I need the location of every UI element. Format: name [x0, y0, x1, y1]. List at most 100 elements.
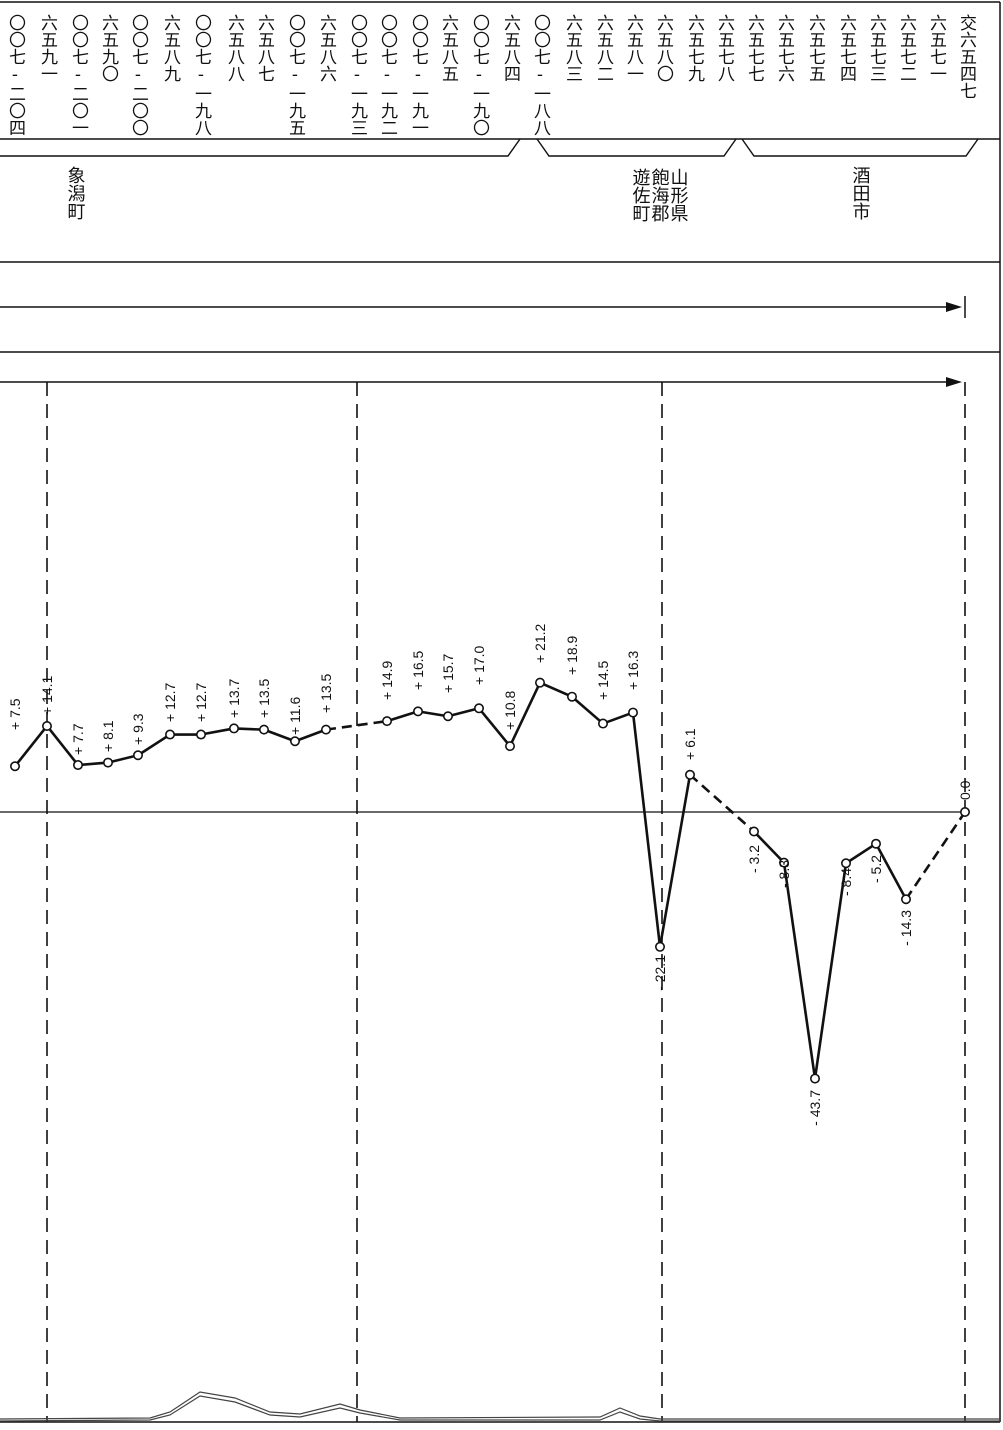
- benchmark-labels: 〇〇七-二〇四 六五九一 〇〇七-二〇一 六五九〇 〇〇七-二〇〇 六五八九 〇〇七-一九八…: [5, 14, 977, 136]
- benchmark-label: 六五八一: [623, 14, 644, 82]
- series-segment: [658, 774, 692, 948]
- value-label: + 14.1: [39, 675, 55, 715]
- data-point: [809, 1073, 820, 1084]
- region-label: 酒田市: [850, 166, 871, 220]
- series-segment: [539, 681, 573, 698]
- benchmark-label: 〇〇七-一九三: [347, 14, 368, 136]
- benchmark-label: 六五八五: [438, 14, 459, 82]
- benchmark-label: 六五八七: [254, 14, 275, 82]
- data-point: [597, 718, 608, 729]
- series-segment: [904, 811, 967, 900]
- benchmark-label: 六五七三: [866, 14, 887, 82]
- value-label: + 8.1: [100, 720, 116, 752]
- benchmark-label: 六五八九: [160, 14, 181, 82]
- value-label: + 16.5: [410, 650, 426, 690]
- data-point: [442, 711, 453, 722]
- series-segment: [508, 682, 542, 747]
- series-segment: [782, 862, 817, 1079]
- data-point: [566, 691, 577, 702]
- series-segment: [325, 719, 388, 731]
- data-point: [258, 724, 269, 735]
- value-label: + 13.5: [318, 673, 334, 713]
- value-label: + 9.3: [130, 713, 146, 745]
- region-boundaries: [46, 382, 966, 1422]
- benchmark-label: 六五八〇: [653, 14, 674, 82]
- series-segment: [874, 843, 908, 900]
- benchmark-label: 六五八二: [593, 14, 614, 82]
- series-segment: [631, 712, 662, 947]
- value-label: - 43.7: [807, 1090, 823, 1126]
- value-label: + 14.9: [379, 660, 395, 700]
- value-label: + 6.1: [682, 728, 698, 760]
- benchmark-label: 交六五四七: [956, 14, 977, 99]
- value-label: 0.0: [957, 780, 973, 800]
- series-segment: [263, 728, 296, 743]
- data-point: [133, 750, 144, 761]
- benchmark-label: 〇〇七-二〇一: [68, 14, 89, 136]
- direction-arrow-lower: [0, 377, 962, 387]
- value-label: + 21.2: [532, 623, 548, 663]
- series-segment: [813, 863, 848, 1079]
- series-segment: [689, 773, 755, 833]
- benchmark-label: 六五七一: [926, 14, 947, 82]
- series-segment: [200, 727, 235, 736]
- data-point: [627, 707, 638, 718]
- benchmark-label: 六五七二: [896, 14, 917, 82]
- series-segment: [386, 710, 419, 723]
- series-segment: [13, 725, 49, 768]
- data-point: [959, 806, 970, 817]
- value-label: + 13.7: [226, 678, 242, 718]
- benchmark-label: 六五七五: [805, 14, 826, 82]
- region-label: 飽海郡: [649, 168, 670, 222]
- series-segment: [845, 842, 877, 865]
- value-label: - 22.1: [652, 955, 668, 991]
- data-point: [41, 720, 52, 731]
- data-point: [196, 729, 207, 740]
- value-label: + 18.9: [564, 635, 580, 675]
- value-label: + 12.7: [162, 682, 178, 722]
- data-point: [473, 703, 484, 714]
- region-brackets: [0, 138, 979, 157]
- value-label: - 14.3: [898, 910, 914, 946]
- series-segment: [77, 761, 109, 767]
- data-point: [165, 729, 176, 740]
- data-point: [900, 894, 911, 905]
- benchmark-label: 〇〇七-一九二: [377, 14, 398, 136]
- series-segment: [602, 711, 634, 725]
- data-point: [534, 677, 545, 688]
- series-points: [10, 677, 970, 1084]
- value-label: - 8.4: [838, 868, 854, 896]
- series-segment: [571, 695, 604, 725]
- series-segment: [294, 728, 327, 743]
- benchmark-label: 〇〇七-一八八: [530, 14, 551, 136]
- data-point: [103, 757, 114, 768]
- benchmark-label: 六五七六: [774, 14, 795, 82]
- value-label: + 15.7: [440, 653, 456, 693]
- value-label: + 14.5: [595, 660, 611, 700]
- data-point: [412, 706, 423, 717]
- value-label: - 8.3: [776, 860, 792, 888]
- series-segment: [137, 733, 171, 757]
- value-label: + 11.6: [287, 697, 303, 735]
- data-point: [289, 736, 300, 747]
- ground-profile: [0, 1391, 1000, 1422]
- data-point: [654, 941, 665, 952]
- data-point: [840, 858, 851, 869]
- benchmark-label: 六五七九: [684, 14, 705, 82]
- benchmark-label: 六五八八: [224, 14, 245, 82]
- series-segment: [233, 727, 265, 731]
- benchmark-label: 六五七八: [714, 14, 735, 82]
- benchmark-label: 六五七四: [836, 14, 857, 82]
- benchmark-label: 〇〇七-一九五: [285, 14, 306, 136]
- region-label: 遊佐町: [630, 168, 651, 222]
- value-labels: + 7.5 + 14.1 + 7.7 + 8.1 + 9.3 + 12.7 + 12.7 + …: [7, 623, 973, 1125]
- data-point: [778, 857, 789, 868]
- data-point: [320, 724, 331, 735]
- data-point: [504, 741, 515, 752]
- benchmark-label: 六五八六: [316, 14, 337, 82]
- benchmark-label: 〇〇七-一九〇: [469, 14, 490, 136]
- data-point: [748, 826, 759, 837]
